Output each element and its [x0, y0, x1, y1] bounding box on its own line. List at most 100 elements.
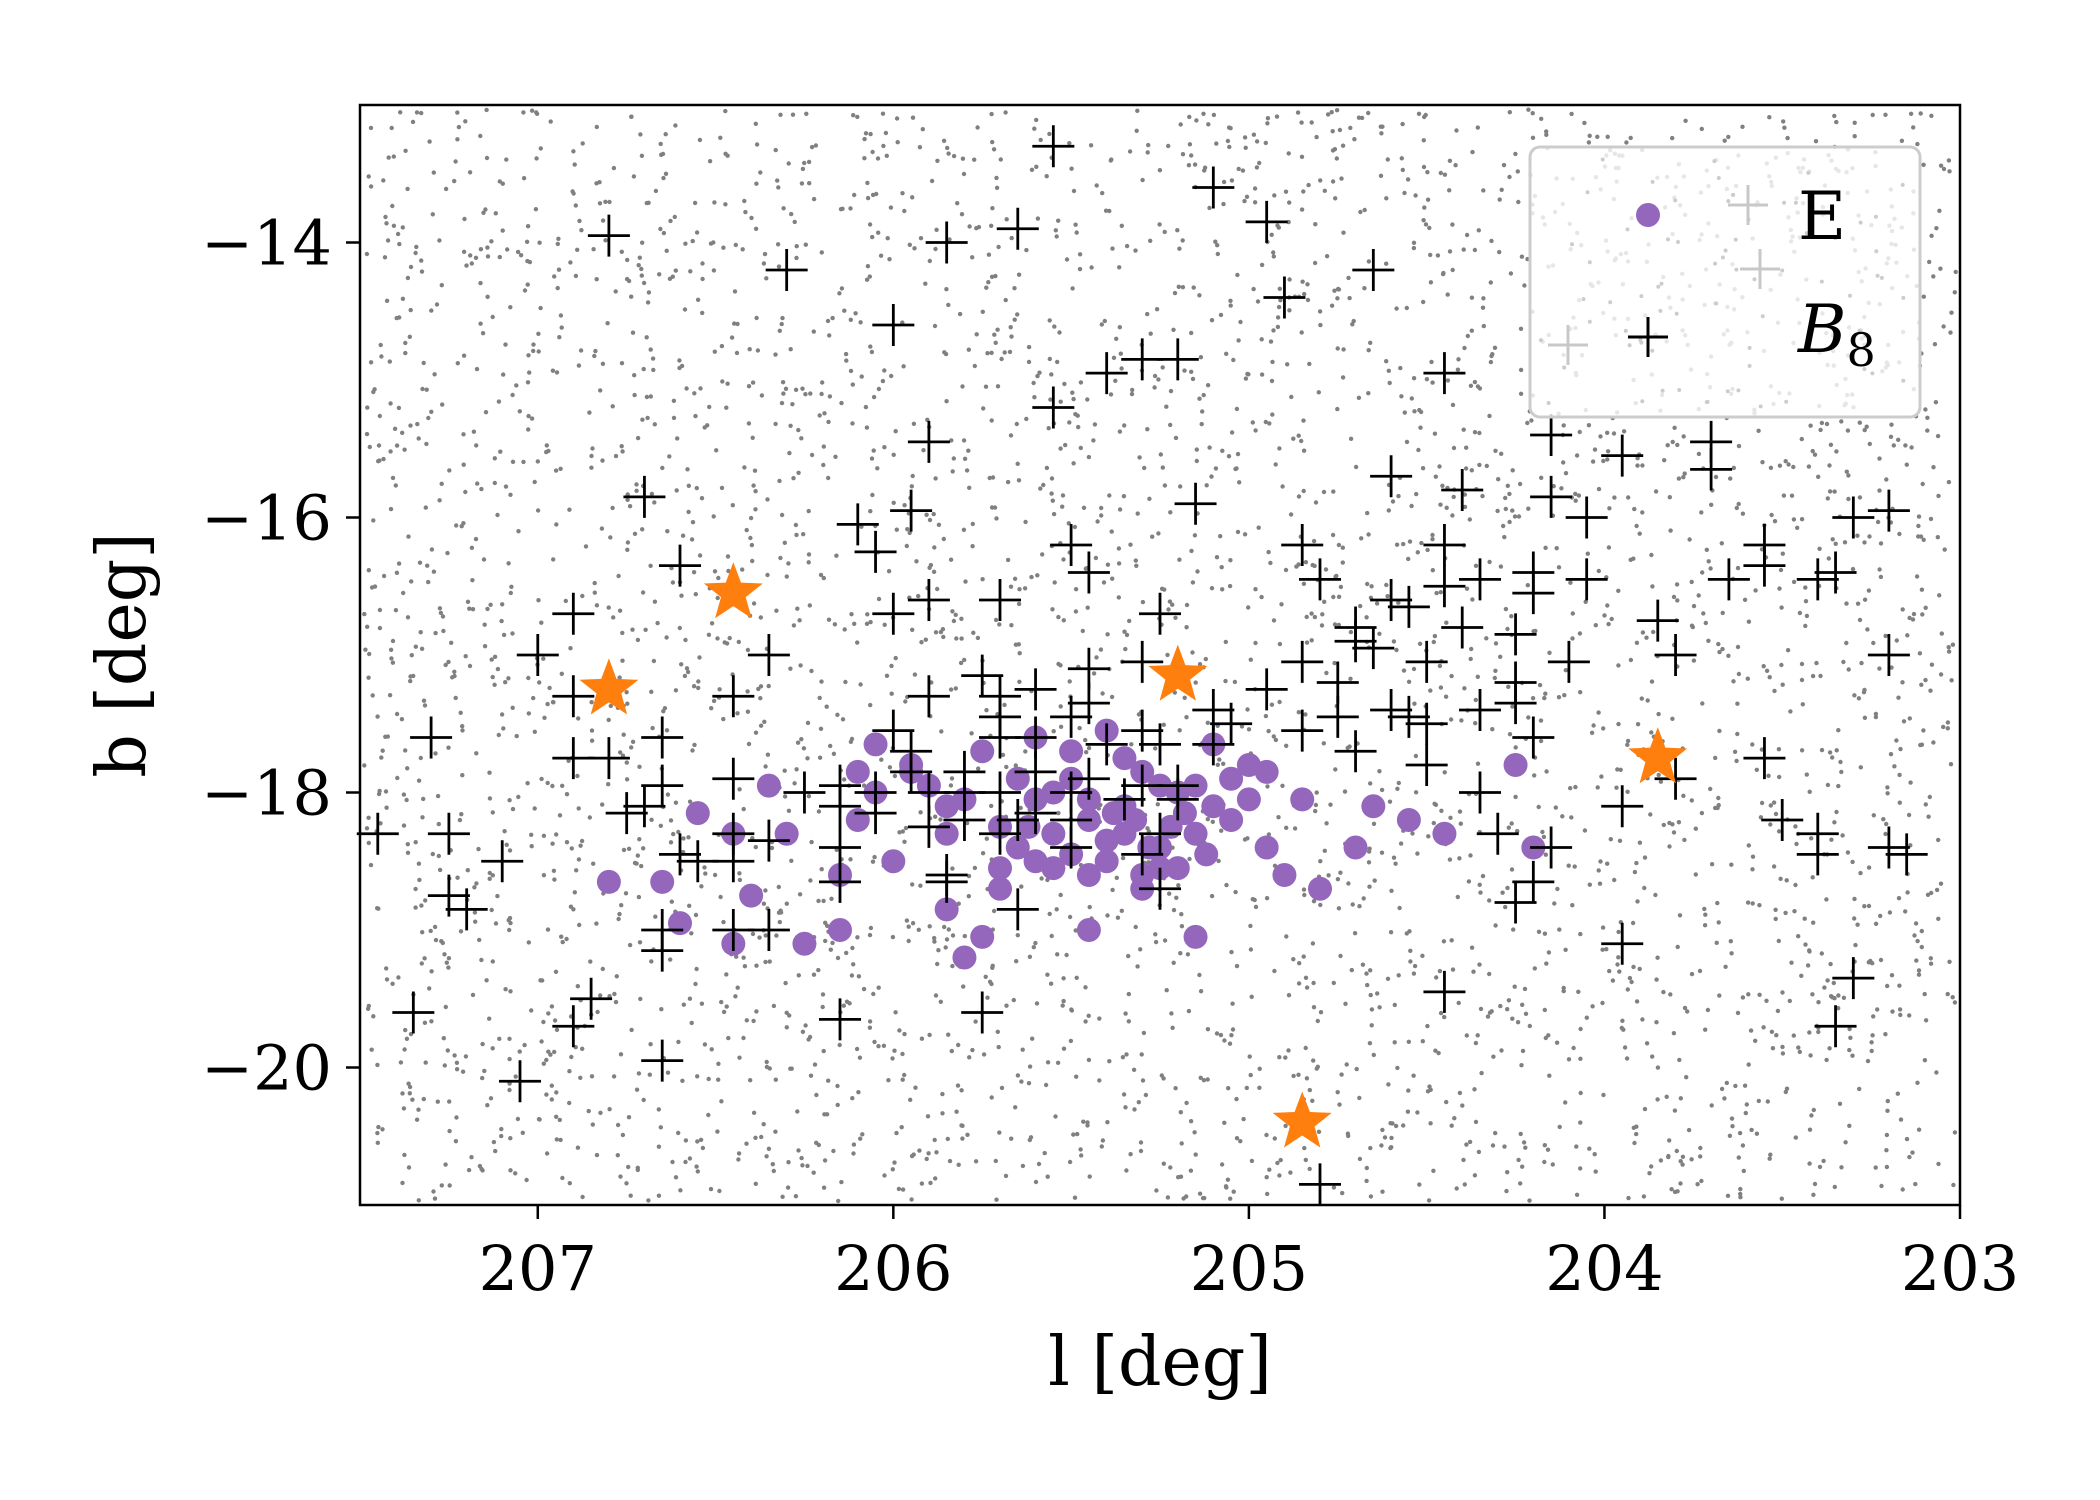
background-point: [1000, 752, 1006, 758]
background-point: [871, 448, 876, 453]
background-point: [690, 748, 695, 753]
background-point: [515, 1116, 521, 1122]
y-tick-label: −18: [201, 757, 332, 830]
background-point: [742, 198, 747, 204]
background-point: [1209, 474, 1214, 479]
background-point: [1460, 1103, 1465, 1108]
background-point: [1063, 442, 1068, 448]
background-point: [383, 789, 389, 794]
background-point: [929, 178, 935, 184]
background-point: [619, 361, 625, 366]
background-point: [551, 557, 556, 562]
background-point: [1038, 486, 1043, 491]
background-point: [1582, 828, 1588, 833]
background-point: [429, 969, 434, 974]
background-point: [934, 1150, 939, 1155]
background-point: [403, 340, 408, 346]
background-point: [1284, 825, 1289, 830]
background-point: [1091, 671, 1097, 676]
background-point: [1304, 640, 1310, 645]
background-point: [1632, 1140, 1637, 1146]
background-point: [569, 846, 574, 851]
background-point: [1442, 172, 1448, 177]
background-point: [782, 540, 787, 545]
background-point: [970, 255, 975, 260]
background-point: [613, 453, 619, 459]
background-point: [1817, 1164, 1823, 1170]
background-point: [1393, 1123, 1399, 1129]
background-point: [759, 393, 765, 398]
background-point: [621, 847, 627, 853]
background-point: [748, 535, 753, 541]
background-point: [365, 624, 370, 629]
background-point: [574, 868, 579, 873]
background-point: [502, 829, 507, 834]
background-point: [1198, 1075, 1203, 1081]
background-point: [1681, 434, 1686, 439]
background-point: [1400, 121, 1405, 127]
background-point: [1925, 428, 1930, 433]
background-point: [625, 257, 630, 263]
background-point: [1873, 1165, 1878, 1170]
background-point: [1734, 758, 1739, 764]
background-point: [1897, 800, 1903, 805]
background-point: [1452, 1116, 1457, 1121]
background-point: [1397, 905, 1402, 911]
background-point: [980, 309, 985, 314]
background-point: [1746, 843, 1752, 848]
background-point: [742, 465, 747, 470]
background-point: [824, 1112, 830, 1117]
background-point: [1228, 1196, 1233, 1201]
background-point: [894, 116, 900, 121]
background-point: [460, 773, 465, 778]
background-point: [692, 200, 698, 206]
background-point: [1189, 330, 1194, 336]
background-point: [539, 1039, 544, 1044]
background-point: [842, 627, 847, 632]
b8-point: [1405, 640, 1448, 683]
background-point: [1671, 1031, 1677, 1036]
background-point: [1174, 895, 1179, 900]
background-point: [811, 196, 817, 202]
background-point: [1654, 977, 1659, 982]
background-point: [1767, 1156, 1772, 1161]
background-point: [1061, 618, 1067, 623]
background-point: [910, 627, 915, 632]
background-point: [1234, 406, 1240, 412]
b8-point: [1423, 352, 1466, 395]
background-point: [413, 886, 418, 892]
background-point: [1412, 701, 1417, 706]
background-point: [1674, 1148, 1680, 1154]
background-point: [1640, 630, 1646, 635]
background-point: [875, 466, 880, 471]
background-point: [568, 646, 573, 651]
background-point: [991, 908, 997, 914]
background-point: [384, 805, 389, 810]
background-point: [594, 1152, 600, 1158]
background-point: [1697, 968, 1703, 974]
background-point: [1765, 1099, 1771, 1104]
background-point: [1278, 1157, 1283, 1163]
b8-point: [1085, 352, 1128, 395]
background-point: [1896, 437, 1901, 442]
background-point: [648, 1042, 653, 1047]
background-point: [1797, 610, 1803, 616]
background-point: [1337, 127, 1343, 133]
background-point: [1573, 784, 1578, 790]
b8-point: [587, 737, 630, 780]
background-point: [1773, 907, 1778, 912]
background-point: [764, 1154, 769, 1159]
background-point: [689, 1020, 694, 1026]
background-point: [733, 242, 738, 248]
legend-faded-plus-marker: [1548, 325, 1588, 365]
b8-point: [1316, 695, 1359, 738]
b8-point: [996, 888, 1039, 931]
background-point: [709, 706, 714, 711]
background-point: [370, 693, 375, 698]
background-point: [1462, 504, 1468, 510]
background-point: [577, 922, 582, 928]
background-point: [1570, 903, 1575, 908]
background-point: [918, 810, 923, 815]
background-point: [1306, 182, 1311, 188]
b8-point: [499, 1060, 541, 1103]
